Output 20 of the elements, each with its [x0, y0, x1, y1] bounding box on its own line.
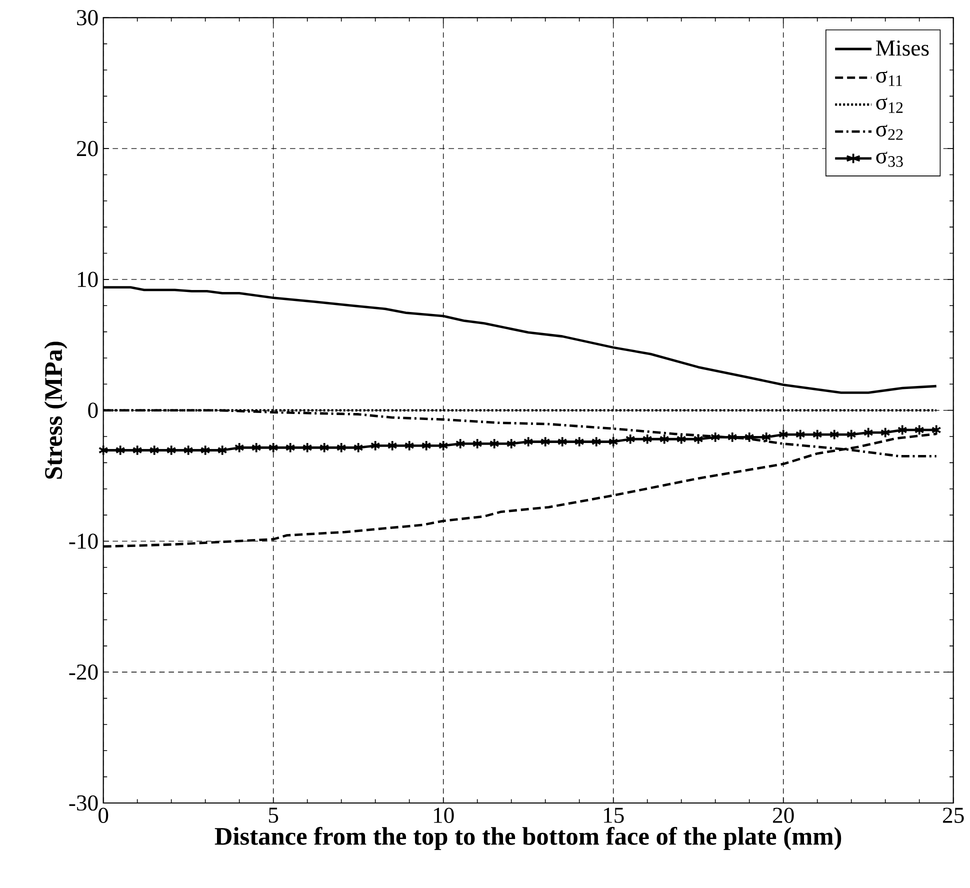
y-tick-label: 0	[88, 402, 98, 418]
x-tick-label: 15	[604, 808, 624, 823]
legend-label: σ$_{11}$	[876, 70, 902, 86]
y-tick-label: 10	[78, 272, 98, 288]
x-tick-label: 20	[773, 808, 794, 824]
legend-label: σ$_{33}$	[876, 152, 903, 167]
y-axis-title: Stress (MPa)	[44, 342, 68, 479]
y-tick-label: 30	[77, 10, 98, 26]
x-tick-label: 25	[943, 808, 964, 823]
y-tick-label: 20	[76, 140, 98, 156]
x-tick-label: 0	[98, 808, 108, 824]
x-tick-label: 10	[434, 808, 454, 824]
legend-label: σ$_{22}$	[876, 124, 903, 140]
x-axis-title: Distance from the top to the bottom face of the plate (mm)	[214, 826, 842, 850]
legend-label: σ$_{12}$	[876, 98, 903, 113]
y-tick-label: -20	[69, 664, 98, 680]
y-tick-label: -10	[69, 534, 98, 549]
y-tick-label: -30	[69, 795, 98, 811]
legend-label: Mises	[876, 40, 929, 56]
x-tick-label: 5	[268, 808, 278, 823]
